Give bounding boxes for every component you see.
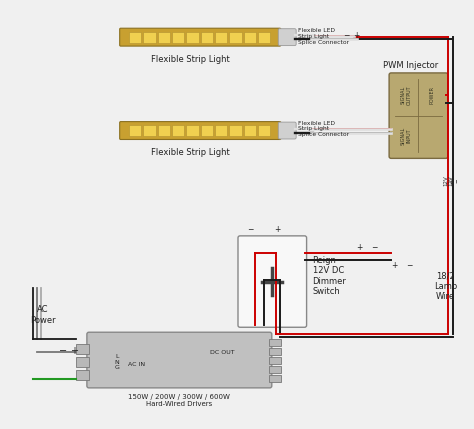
Text: SIGNAL
INPUT: SIGNAL INPUT: [401, 127, 411, 145]
Text: 150W / 200W / 300W / 600W
Hard-Wired Drivers: 150W / 200W / 300W / 600W Hard-Wired Dri…: [128, 394, 230, 407]
Text: L
N
G: L N G: [114, 354, 119, 370]
FancyBboxPatch shape: [120, 121, 281, 139]
Bar: [172, 32, 184, 42]
Bar: [269, 375, 281, 382]
FancyBboxPatch shape: [120, 28, 281, 46]
FancyBboxPatch shape: [278, 122, 296, 139]
Bar: [158, 125, 170, 136]
Text: Reign
12V DC
Dimmer
Switch: Reign 12V DC Dimmer Switch: [312, 256, 346, 296]
Text: +: +: [70, 346, 78, 356]
Bar: [229, 32, 242, 42]
Text: Flexible LED
Strip Light
Splice Connector: Flexible LED Strip Light Splice Connecto…: [298, 28, 349, 45]
Bar: [201, 125, 213, 136]
Bar: [269, 339, 281, 346]
Bar: [76, 370, 89, 380]
Bar: [244, 32, 256, 42]
Bar: [215, 125, 228, 136]
Bar: [172, 125, 184, 136]
Bar: [129, 32, 141, 42]
FancyBboxPatch shape: [278, 29, 296, 45]
Text: −: −: [343, 30, 349, 39]
Text: Flexible LED
Strip Light
Splice Connector: Flexible LED Strip Light Splice Connecto…: [298, 121, 349, 137]
Bar: [269, 366, 281, 373]
FancyBboxPatch shape: [389, 73, 448, 158]
Bar: [201, 32, 213, 42]
Text: POWER: POWER: [429, 86, 435, 104]
Text: +: +: [391, 261, 397, 270]
Text: −: −: [371, 243, 377, 252]
FancyBboxPatch shape: [238, 236, 307, 327]
Bar: [144, 125, 156, 136]
Bar: [186, 32, 199, 42]
Bar: [269, 348, 281, 355]
Bar: [258, 125, 270, 136]
Text: +: +: [356, 243, 363, 252]
Text: AC IN: AC IN: [128, 362, 145, 366]
Bar: [158, 32, 170, 42]
Bar: [229, 125, 242, 136]
FancyBboxPatch shape: [87, 332, 272, 388]
Text: Flexible Strip Light: Flexible Strip Light: [151, 148, 229, 157]
Text: −: −: [406, 261, 412, 270]
Text: 12V
+: 12V +: [443, 175, 454, 186]
Text: +: +: [353, 30, 359, 39]
Bar: [258, 32, 270, 42]
Bar: [129, 125, 141, 136]
Bar: [144, 32, 156, 42]
Text: Flexible Strip Light: Flexible Strip Light: [151, 55, 229, 64]
Text: AC
Power: AC Power: [30, 305, 56, 325]
Bar: [244, 125, 256, 136]
Bar: [76, 344, 89, 354]
Text: +: +: [274, 225, 281, 234]
Bar: [186, 125, 199, 136]
Text: 18/2
Lamp
Wire: 18/2 Lamp Wire: [434, 272, 457, 302]
Text: −: −: [59, 346, 67, 356]
Bar: [269, 357, 281, 364]
Text: 12V
−: 12V −: [448, 175, 459, 186]
Text: PWM Injector: PWM Injector: [383, 61, 438, 70]
Text: SIGNAL
OUTPUT: SIGNAL OUTPUT: [401, 85, 411, 105]
Bar: [76, 357, 89, 367]
Bar: [215, 32, 228, 42]
Text: −: −: [247, 225, 253, 234]
Text: DC OUT: DC OUT: [210, 350, 235, 355]
